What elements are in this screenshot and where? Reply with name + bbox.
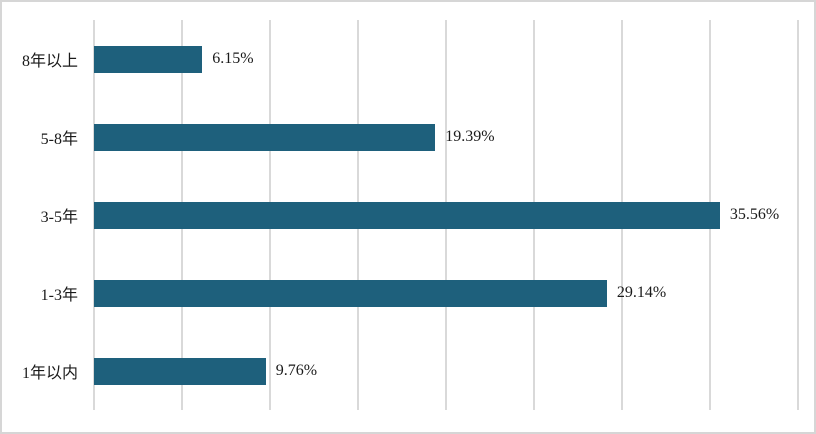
category-axis: 8年以上 5-8年 3-5年 1-3年 1年以内 [2,20,78,410]
gridline [797,20,799,410]
bar [94,201,720,229]
value-label: 35.56% [729,206,780,223]
category-label: 8年以上 [21,53,78,70]
value-label: 29.14% [616,284,667,301]
value-label: 6.15% [212,50,254,67]
bar-row: 29.14% [94,254,798,332]
value-label: 19.39% [445,128,495,145]
bar-row: 19.39% [94,98,798,176]
bar [94,45,203,73]
category-label: 5-8年 [40,131,78,148]
bar-row: 35.56% [94,176,798,254]
bar [94,357,266,385]
bar-rows: 6.15% 19.39% 35.56% 29.14% 9.76% [94,20,798,410]
bar [94,279,607,307]
category-label: 1-3年 [40,287,78,304]
bar-row: 6.15% [94,20,798,98]
bar-row: 9.76% [94,332,798,410]
value-label: 9.76% [275,362,318,379]
category-label: 3-5年 [40,209,78,226]
bar [94,123,436,151]
category-label: 1年以内 [21,365,78,382]
plot-area: 6.15% 19.39% 35.56% 29.14% 9.76% [93,20,799,410]
